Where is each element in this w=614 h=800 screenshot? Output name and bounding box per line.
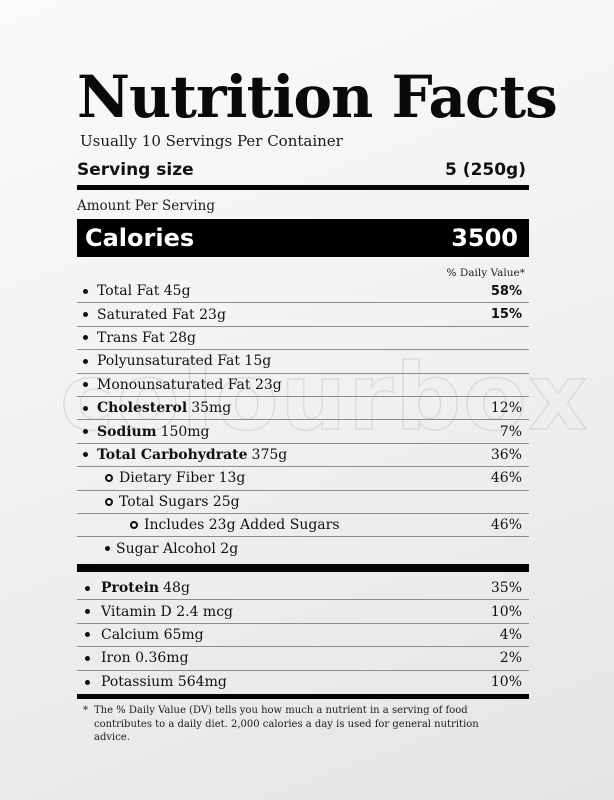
bullet-icon: [83, 312, 88, 318]
label-title: Nutrition Facts: [77, 63, 558, 131]
thick-divider: [77, 564, 529, 572]
bullet-icon: [85, 585, 90, 591]
nutrient-row-cholesterol: Cholesterol 35mg 12%: [77, 397, 529, 421]
ring-bullet-icon: [105, 497, 113, 506]
bullet-icon: [83, 405, 88, 411]
ring-bullet-icon: [130, 521, 138, 530]
nutrient-row-total-sugars: Total Sugars 25g: [77, 491, 529, 514]
daily-value: 7%: [499, 423, 522, 440]
bullet-icon: [83, 429, 88, 435]
vitamin-mineral-list: Protein 48g 35% Vitamin D 2.4 mcg 10% Cal…: [77, 577, 529, 694]
nutrient-row-added-sugars: Includes 23g Added Sugars 46%: [77, 514, 529, 538]
nutrient-row-total-carbohydrate: Total Carbohydrate 375g 36%: [77, 444, 529, 468]
serving-size-row: Serving size 5 (250g): [77, 158, 526, 182]
nutrient-row-sugar-alcohol: Sugar Alcohol 2g: [77, 537, 529, 560]
daily-value: 46%: [490, 517, 522, 534]
bullet-icon: [83, 358, 88, 364]
thick-divider: [77, 694, 529, 699]
bullet-icon: [85, 679, 90, 685]
bullet-icon: [83, 335, 88, 341]
bullet-icon: [105, 546, 110, 552]
nutrient-row-saturated-fat: Saturated Fat 23g 15%: [77, 303, 529, 327]
daily-value: 35%: [490, 580, 522, 597]
nutrient-list: Total Fat 45g 58% Saturated Fat 23g 15% …: [77, 280, 529, 561]
daily-value: 46%: [490, 470, 522, 487]
daily-value-header: % Daily Value*: [446, 267, 525, 279]
bullet-icon: [85, 632, 90, 638]
daily-value: 58%: [490, 283, 522, 299]
daily-value: 12%: [490, 400, 522, 417]
calories-bar: Calories 3500: [77, 219, 529, 257]
bullet-icon: [85, 609, 90, 615]
amount-per-serving: Amount Per Serving: [77, 198, 215, 214]
bullet-icon: [83, 382, 88, 388]
footnote-text: The % Daily Value (DV) tells you how muc…: [94, 705, 479, 743]
ring-bullet-icon: [105, 474, 113, 483]
nutrient-row-iron: Iron 0.36mg 2%: [77, 647, 529, 671]
nutrient-row-polyunsaturated-fat: Polyunsaturated Fat 15g: [77, 350, 529, 374]
daily-value: 10%: [490, 603, 522, 620]
nutrient-row-vitamin-d: Vitamin D 2.4 mcg 10%: [77, 600, 529, 624]
daily-value: 4%: [499, 626, 522, 643]
daily-value-footnote: * The % Daily Value (DV) tells you how m…: [83, 704, 503, 745]
daily-value: 10%: [490, 674, 522, 691]
nutrient-row-trans-fat: Trans Fat 28g: [77, 327, 529, 351]
nutrient-row-potassium: Potassium 564mg 10%: [77, 671, 529, 694]
daily-value: 36%: [490, 446, 522, 463]
nutrient-row-calcium: Calcium 65mg 4%: [77, 624, 529, 648]
daily-value: 2%: [499, 650, 522, 667]
serving-size-value: 5 (250g): [445, 160, 526, 180]
footnote-marker: *: [83, 705, 88, 716]
nutrient-row-sodium: Sodium 150mg 7%: [77, 420, 529, 444]
nutrient-row-protein: Protein 48g 35%: [77, 577, 529, 601]
bullet-icon: [83, 452, 88, 458]
servings-per-container: Usually 10 Servings Per Container: [80, 132, 343, 150]
calories-label: Calories: [85, 224, 195, 252]
bullet-icon: [85, 655, 90, 661]
daily-value: 15%: [490, 307, 522, 323]
nutrient-row-dietary-fiber: Dietary Fiber 13g 46%: [77, 467, 529, 491]
nutrient-row-total-fat: Total Fat 45g 58%: [77, 280, 529, 304]
calories-value: 3500: [451, 224, 518, 252]
bullet-icon: [83, 288, 88, 294]
nutrient-row-monounsaturated-fat: Monounsaturated Fat 23g: [77, 374, 529, 397]
thick-divider: [77, 185, 529, 190]
serving-size-label: Serving size: [77, 160, 194, 180]
